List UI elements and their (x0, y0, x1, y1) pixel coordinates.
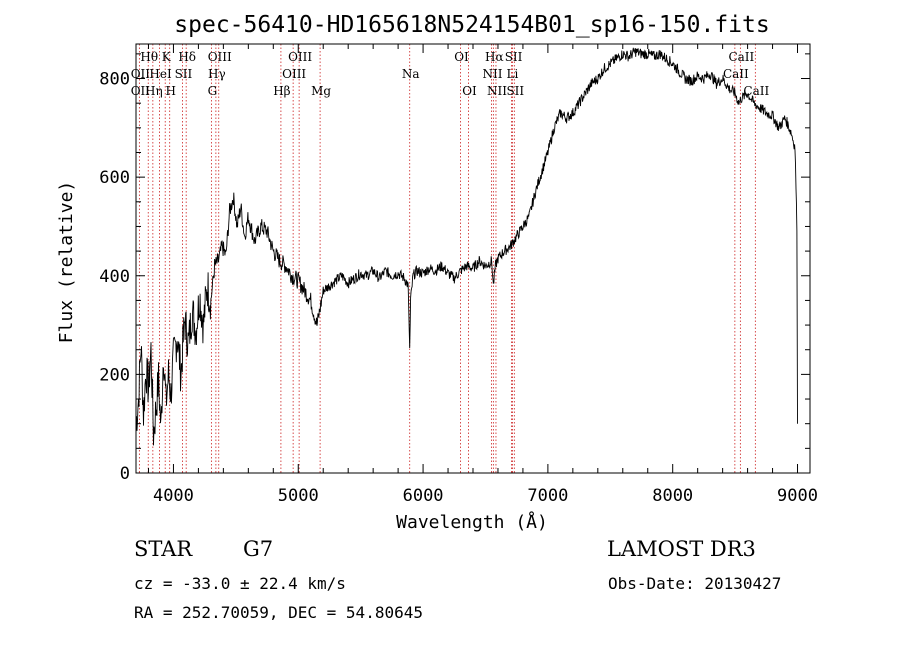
spectral-marker-lines (138, 44, 756, 473)
survey-name: LAMOST DR3 (607, 537, 756, 561)
x-tick-label: 6000 (403, 486, 444, 506)
cz-value: cz = -33.0 ± 22.4 km/s (134, 574, 346, 593)
x-tick-label: 4000 (153, 486, 194, 506)
spectral-line-label: G (208, 84, 218, 98)
spectral-line-label: SII (175, 67, 193, 81)
spectral-line-label: HeI (149, 67, 172, 81)
spectral-line-label: NII (482, 67, 502, 81)
chart-title: spec-56410-HD165618N524154B01_sp16-150.f… (174, 12, 769, 38)
spectral-line-label: Li (507, 67, 519, 81)
spectral-line-label: CaII (723, 67, 749, 81)
object-subclass: G7 (243, 537, 274, 561)
spectral-line-label: Mg (311, 84, 331, 98)
spectral-line-label: OI (454, 50, 469, 64)
spectral-line-label: CaII (743, 84, 769, 98)
y-axis-label: Flux (relative) (56, 181, 77, 344)
spectral-line-label: Hθ (140, 50, 158, 64)
x-tick-label: 7000 (527, 486, 568, 506)
flux-series (135, 47, 798, 446)
spectral-line-label: OI (462, 84, 477, 98)
x-tick-label: 8000 (652, 486, 693, 506)
y-tick-label: 400 (99, 267, 130, 287)
x-tick-label: 5000 (278, 486, 319, 506)
spectral-line-label: SII (506, 84, 524, 98)
y-tick-label: 0 (120, 464, 130, 484)
y-tick-label: 800 (99, 70, 130, 90)
x-axis-ticks: 4000 5000 6000 7000 8000 9000 (147, 44, 818, 506)
spectral-line-label: Hα (485, 50, 504, 64)
y-tick-label: 200 (99, 365, 130, 385)
spectral-line-label: Hβ (273, 84, 290, 98)
spectral-line-label: SII (505, 50, 523, 64)
flux-line (135, 47, 798, 446)
spectral-line-label: Hη (145, 84, 163, 98)
spectral-line-label: K (162, 50, 172, 64)
spectral-line-label: NII (487, 84, 507, 98)
y-tick-label: 600 (99, 168, 130, 188)
spectral-line-label: Na (402, 67, 420, 81)
object-class: STAR (134, 537, 193, 561)
spectral-line-label: Hγ (208, 67, 226, 81)
ra-dec-coordinates: RA = 252.70059, DEC = 54.80645 (134, 603, 423, 622)
spectral-line-label: OIII (282, 67, 306, 81)
spectral-line-label: Hδ (178, 50, 196, 64)
spectral-line-label: CaII (728, 50, 754, 64)
x-tick-label: 9000 (777, 486, 818, 506)
spectral-line-label: OIII (208, 50, 232, 64)
x-axis-label: Wavelength (Å) (396, 511, 548, 533)
spectral-line-label: OIII (288, 50, 312, 64)
spectral-line-label: H (165, 84, 175, 98)
obs-date: Obs-Date: 20130427 (608, 574, 782, 593)
plot-frame (135, 43, 811, 474)
spectrum-chart: spec-56410-HD165618N524154B01_sp16-150.f… (56, 12, 818, 533)
y-axis-ticks: 0 200 400 600 800 (99, 53, 810, 484)
